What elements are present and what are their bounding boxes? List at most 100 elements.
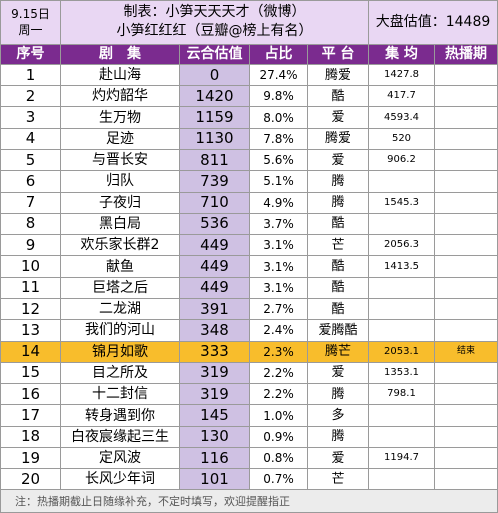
- drama-cell: 定风波: [60, 446, 180, 470]
- col-score: 云合估值: [179, 43, 250, 65]
- table-row: 1 赴山海 0 27.4% 腾爱 1427.8: [0, 63, 498, 87]
- platform-cell: 爱: [307, 446, 369, 470]
- rank-cell: 1: [0, 63, 61, 87]
- hot-cell: 结束: [433, 340, 498, 363]
- score-cell: 319: [179, 383, 250, 406]
- hot-cell: [433, 468, 498, 491]
- hot-cell: [433, 297, 498, 321]
- platform-cell: 爱: [307, 148, 369, 172]
- score-cell: 449: [179, 255, 250, 278]
- platform-cell: 多: [307, 404, 369, 427]
- table-row: 8 黑白局 536 3.7% 酷: [0, 212, 498, 236]
- score-cell: 319: [179, 361, 250, 385]
- footnote: 注：热播期截止日随缘补充，不定时填写，欢迎提醒指正: [0, 489, 498, 513]
- hot-cell: [433, 191, 498, 214]
- hot-cell: [433, 383, 498, 406]
- drama-cell: 转身遇到你: [60, 404, 180, 427]
- rank-cell: 7: [0, 191, 61, 214]
- platform-cell: 芒: [307, 468, 369, 491]
- hot-cell: [433, 276, 498, 299]
- platform-cell: 芒: [307, 234, 369, 257]
- share-cell: 5.1%: [249, 170, 308, 193]
- platform-cell: 腾: [307, 383, 369, 406]
- share-cell: 9.8%: [249, 85, 308, 108]
- episodes-cell: [368, 425, 435, 448]
- table-row: 5 与晋长安 811 5.6% 爱 906.2: [0, 148, 498, 172]
- episodes-cell: [368, 297, 435, 321]
- score-cell: 130: [179, 425, 250, 448]
- platform-cell: 酷: [307, 212, 369, 236]
- hot-cell: [433, 127, 498, 150]
- score-cell: 1420: [179, 85, 250, 108]
- drama-cell: 足迹: [60, 127, 180, 150]
- rank-cell: 5: [0, 148, 61, 172]
- platform-cell: 爱: [307, 361, 369, 385]
- drama-cell: 灼灼韶华: [60, 85, 180, 108]
- score-cell: 116: [179, 446, 250, 470]
- table-row: 15 目之所及 319 2.2% 爱 1353.1: [0, 361, 498, 385]
- rank-cell: 6: [0, 170, 61, 193]
- hot-cell: [433, 148, 498, 172]
- share-cell: 0.8%: [249, 446, 308, 470]
- episodes-cell: [368, 468, 435, 491]
- episodes-cell: [368, 276, 435, 299]
- episodes-cell: 1194.7: [368, 446, 435, 470]
- share-cell: 2.7%: [249, 297, 308, 321]
- market-index: 大盘估值：14489: [367, 0, 498, 45]
- share-cell: 7.8%: [249, 127, 308, 150]
- share-cell: 8.0%: [249, 106, 308, 129]
- table-row: 4 足迹 1130 7.8% 腾爱 520: [0, 127, 498, 150]
- platform-cell: 腾: [307, 170, 369, 193]
- table-row: 2 灼灼韶华 1420 9.8% 酷 417.7: [0, 85, 498, 108]
- episodes-cell: 1427.8: [368, 63, 435, 87]
- score-cell: 449: [179, 234, 250, 257]
- hot-cell: [433, 404, 498, 427]
- platform-cell: 酷: [307, 255, 369, 278]
- rank-cell: 10: [0, 255, 61, 278]
- rank-cell: 9: [0, 234, 61, 257]
- col-rank: 序号: [0, 43, 61, 65]
- episodes-cell: 1545.3: [368, 191, 435, 214]
- episodes-cell: 906.2: [368, 148, 435, 172]
- table-row: 11 巨塔之后 449 3.1% 酷: [0, 276, 498, 299]
- hot-cell: [433, 234, 498, 257]
- share-cell: 2.4%: [249, 319, 308, 342]
- score-cell: 811: [179, 148, 250, 172]
- rank-cell: 3: [0, 106, 61, 129]
- drama-cell: 二龙湖: [60, 297, 180, 321]
- platform-cell: 酷: [307, 297, 369, 321]
- table-row: 14 锦月如歌 333 2.3% 腾芒 2053.1 结束: [0, 340, 498, 363]
- rank-cell: 18: [0, 425, 61, 448]
- col-drama: 剧 集: [60, 43, 180, 65]
- share-cell: 0.7%: [249, 468, 308, 491]
- score-cell: 0: [179, 63, 250, 87]
- table-row: 12 二龙湖 391 2.7% 酷: [0, 297, 498, 321]
- title-row: 9.15日 周一 制表：小笋天天天才（微博） 小笋红红红（豆瓣@榜上有名） 大盘…: [0, 0, 498, 45]
- episodes-cell: 1353.1: [368, 361, 435, 385]
- share-cell: 2.2%: [249, 361, 308, 385]
- drama-cell: 欢乐家长群2: [60, 234, 180, 257]
- platform-cell: 爱: [307, 106, 369, 129]
- rank-cell: 15: [0, 361, 61, 385]
- col-hot: 热播期: [433, 43, 498, 65]
- episodes-cell: 2056.3: [368, 234, 435, 257]
- maker-cell: 制表：小笋天天天才（微博） 小笋红红红（豆瓣@榜上有名）: [60, 0, 369, 45]
- rank-cell: 2: [0, 85, 61, 108]
- hot-cell: [433, 425, 498, 448]
- share-cell: 3.1%: [249, 255, 308, 278]
- rank-cell: 20: [0, 468, 61, 491]
- hot-cell: [433, 63, 498, 87]
- platform-cell: 腾芒: [307, 340, 369, 363]
- drama-cell: 锦月如歌: [60, 340, 180, 363]
- hot-cell: [433, 446, 498, 470]
- share-cell: 4.9%: [249, 191, 308, 214]
- episodes-cell: 4593.4: [368, 106, 435, 129]
- rank-cell: 16: [0, 383, 61, 406]
- episodes-cell: 2053.1: [368, 340, 435, 363]
- episodes-cell: [368, 170, 435, 193]
- rank-cell: 14: [0, 340, 61, 363]
- weekday-label: 周一: [18, 23, 43, 38]
- score-cell: 348: [179, 319, 250, 342]
- score-cell: 449: [179, 276, 250, 299]
